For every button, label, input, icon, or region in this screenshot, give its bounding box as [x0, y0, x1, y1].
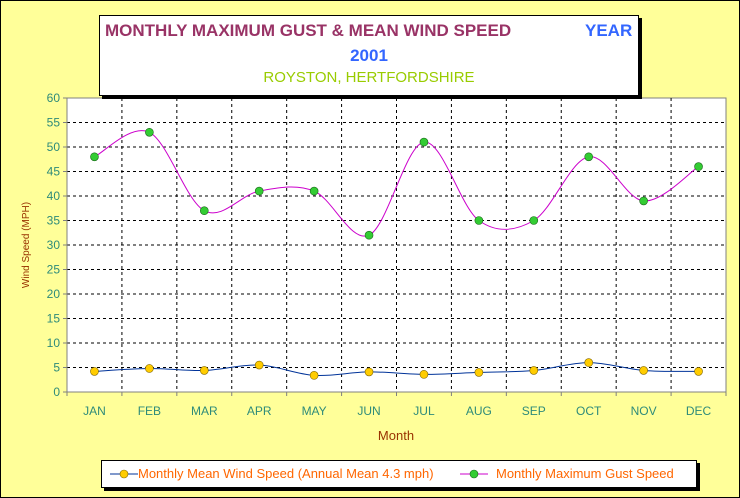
y-tick-label: 10: [47, 336, 61, 350]
year-label: YEAR: [585, 21, 633, 40]
y-tick-label: 0: [53, 385, 60, 399]
grid-lines: [63, 97, 727, 396]
y-tick-label: 15: [47, 312, 61, 326]
x-tick-label: MAR: [191, 404, 218, 418]
y-tick-label: 30: [47, 238, 61, 252]
data-point-mean: [639, 366, 648, 375]
data-point-gust: [199, 206, 209, 215]
x-tick-label: JAN: [83, 404, 106, 418]
year-value: 2001: [350, 46, 388, 65]
y-tick-label: 5: [53, 361, 60, 375]
data-point-mean: [474, 368, 484, 377]
series-group: [90, 128, 703, 380]
data-point-mean: [419, 370, 429, 379]
legend-label-gust: Monthly Maximum Gust Speed: [496, 466, 674, 481]
data-point-mean: [90, 367, 99, 376]
data-point-gust: [639, 196, 648, 206]
series-line-mean: [94, 362, 699, 377]
data-point-mean: [584, 358, 594, 367]
y-tick-label: 25: [47, 263, 61, 277]
data-point-mean: [199, 366, 209, 375]
y-tick-label: 40: [47, 189, 61, 203]
x-tick-label: MAY: [302, 404, 327, 418]
data-point-mean: [145, 364, 154, 373]
y-tick-labels: 0 5 10 15 20 25 30 35 40 45 50 55 60: [47, 91, 61, 399]
y-tick-label: 45: [47, 165, 61, 179]
x-tick-label: AUG: [466, 404, 492, 418]
data-point-gust: [364, 230, 374, 240]
x-tick-label: JUL: [413, 404, 435, 418]
y-tick-label: 50: [47, 140, 61, 154]
y-tick-label: 55: [47, 116, 61, 130]
x-axis-title: Month: [378, 428, 414, 443]
data-point-gust: [254, 186, 264, 196]
data-point-gust: [419, 137, 429, 147]
data-point-mean: [694, 367, 703, 376]
title-box: MONTHLY MAXIMUM GUST & MEAN WIND SPEED Y…: [99, 15, 639, 96]
x-tick-label: APR: [247, 404, 272, 418]
data-point-gust: [90, 152, 99, 162]
y-tick-label: 35: [47, 214, 61, 228]
x-tick-label: SEP: [522, 404, 546, 418]
x-tick-label: JUN: [357, 404, 380, 418]
location-subtitle: ROYSTON, HERTFORDSHIRE: [263, 69, 475, 86]
legend-swatch-mean: [110, 469, 138, 479]
x-tick-label: FEB: [138, 404, 161, 418]
data-point-mean: [309, 371, 319, 380]
y-tick-label: 20: [47, 287, 61, 301]
x-tick-label: DEC: [686, 404, 712, 418]
legend-label-mean: Monthly Mean Wind Speed (Annual Mean 4.3…: [138, 466, 434, 481]
data-point-mean: [529, 366, 539, 375]
y-axis-title: Wind Speed (MPH): [21, 202, 32, 288]
legend: Monthly Mean Wind Speed (Annual Mean 4.3…: [101, 460, 697, 488]
data-point-gust: [694, 162, 703, 171]
data-point-mean: [254, 360, 264, 370]
data-point-gust: [529, 216, 539, 225]
x-tick-label: OCT: [576, 404, 602, 418]
data-point-gust: [309, 186, 319, 196]
chart-title: MONTHLY MAXIMUM GUST & MEAN WIND SPEED: [105, 21, 512, 40]
data-point-gust: [584, 152, 594, 162]
data-point-gust: [145, 128, 154, 137]
x-tick-label: NOV: [631, 404, 657, 418]
data-point-gust: [474, 216, 484, 225]
x-tick-labels: JAN FEB MAR APR MAY JUN JUL AUG SEP OCT NOV DEC: [83, 404, 711, 418]
data-point-mean: [364, 367, 374, 377]
y-tick-label: 60: [47, 91, 61, 105]
legend-swatch-gust: [460, 469, 488, 479]
